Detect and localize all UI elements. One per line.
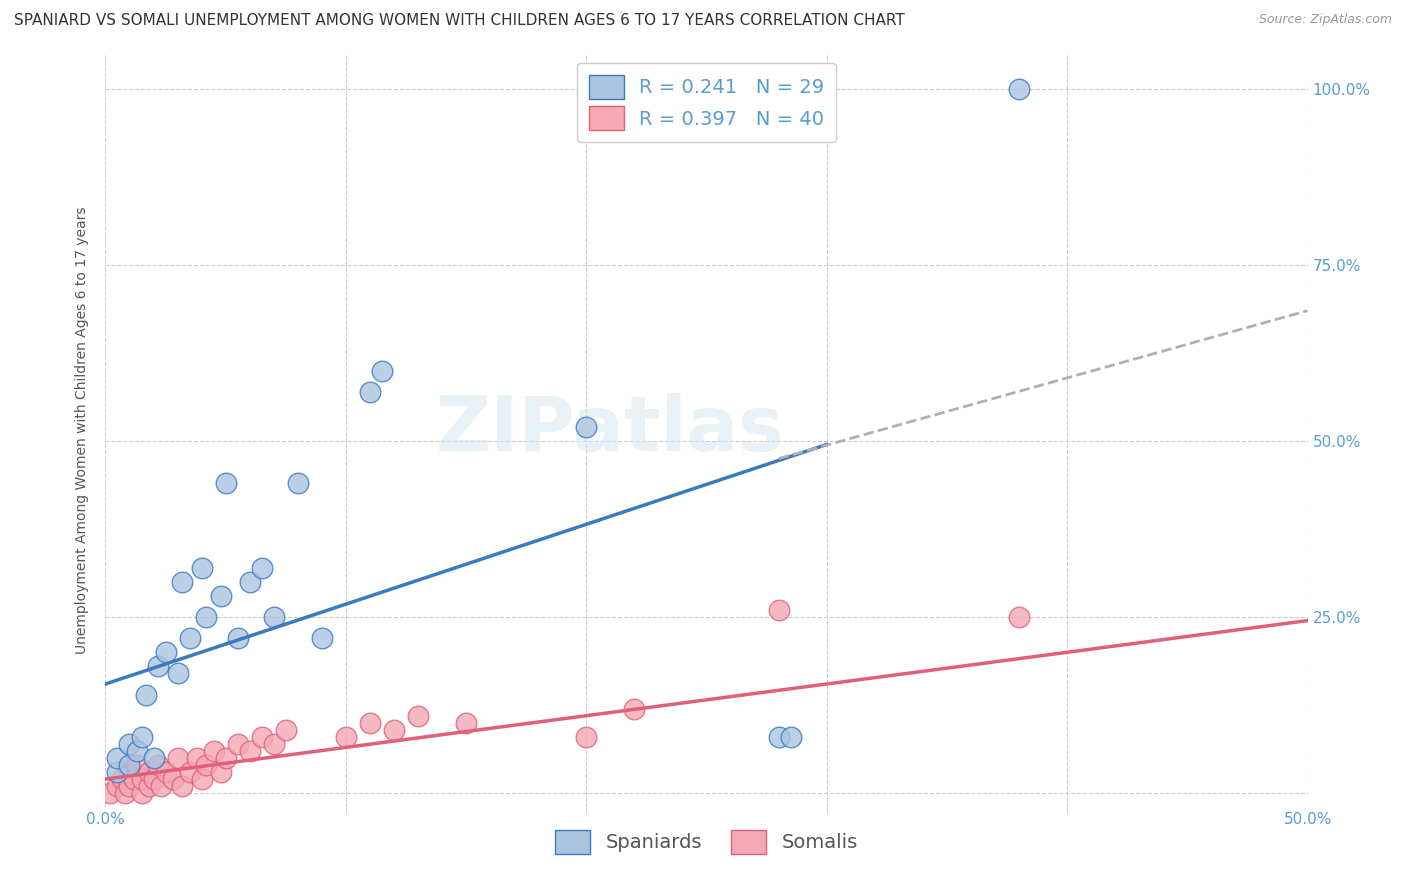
Point	[118, 765, 141, 780]
Point	[623, 701, 645, 715]
Point	[287, 476, 309, 491]
Point	[149, 779, 172, 793]
Point	[98, 786, 121, 800]
Point	[454, 715, 477, 730]
Point	[179, 631, 201, 645]
Point	[190, 560, 212, 574]
Point	[166, 666, 188, 681]
Point	[226, 631, 249, 645]
Point	[118, 779, 141, 793]
Point	[214, 476, 236, 491]
Point	[107, 779, 129, 793]
Point	[162, 772, 184, 786]
Point	[179, 765, 201, 780]
Point	[131, 772, 153, 786]
Point	[382, 723, 405, 737]
Y-axis label: Unemployment Among Women with Children Ages 6 to 17 years: Unemployment Among Women with Children A…	[76, 207, 90, 654]
Point	[768, 730, 790, 744]
Point	[359, 715, 381, 730]
Point	[172, 779, 194, 793]
Point	[226, 737, 249, 751]
Point	[263, 610, 285, 624]
Point	[107, 751, 129, 765]
Point	[118, 758, 141, 772]
Point	[214, 751, 236, 765]
Point	[118, 737, 141, 751]
Legend: Spaniards, Somalis: Spaniards, Somalis	[547, 822, 866, 862]
Point	[263, 737, 285, 751]
Point	[155, 645, 177, 659]
Point	[311, 631, 333, 645]
Point	[239, 744, 262, 758]
Point	[148, 659, 170, 673]
Point	[1008, 81, 1031, 95]
Point	[131, 786, 153, 800]
Point	[155, 765, 177, 780]
Point	[195, 610, 218, 624]
Point	[250, 730, 273, 744]
Point	[142, 772, 165, 786]
Point	[138, 765, 160, 780]
Point	[111, 772, 134, 786]
Point	[779, 730, 801, 744]
Point	[138, 779, 160, 793]
Point	[1008, 610, 1031, 624]
Point	[406, 708, 429, 723]
Point	[172, 574, 194, 589]
Point	[239, 574, 262, 589]
Point	[124, 772, 146, 786]
Point	[125, 744, 148, 758]
Point	[575, 420, 598, 434]
Point	[274, 723, 297, 737]
Point	[371, 363, 394, 377]
Text: SPANIARD VS SOMALI UNEMPLOYMENT AMONG WOMEN WITH CHILDREN AGES 6 TO 17 YEARS COR: SPANIARD VS SOMALI UNEMPLOYMENT AMONG WO…	[14, 13, 905, 29]
Point	[190, 772, 212, 786]
Point	[768, 603, 790, 617]
Point	[202, 744, 225, 758]
Point	[142, 751, 165, 765]
Point	[148, 758, 170, 772]
Point	[209, 589, 232, 603]
Point	[166, 751, 188, 765]
Point	[125, 758, 148, 772]
Text: Source: ZipAtlas.com: Source: ZipAtlas.com	[1258, 13, 1392, 27]
Point	[575, 730, 598, 744]
Text: ZIPatlas: ZIPatlas	[436, 393, 785, 467]
Point	[131, 730, 153, 744]
Point	[186, 751, 208, 765]
Point	[359, 384, 381, 399]
Point	[107, 765, 129, 780]
Point	[250, 560, 273, 574]
Point	[209, 765, 232, 780]
Point	[114, 786, 136, 800]
Point	[135, 688, 157, 702]
Point	[335, 730, 357, 744]
Point	[195, 758, 218, 772]
